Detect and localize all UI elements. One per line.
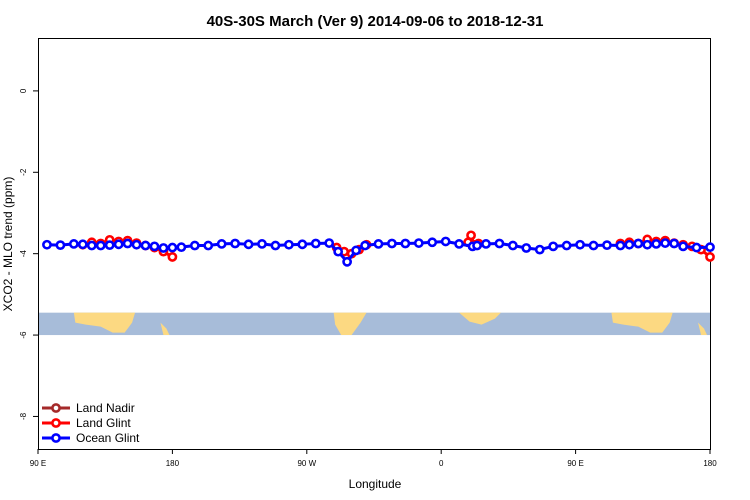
data-point <box>472 240 482 251</box>
x-axis-label: Longitude <box>349 477 402 491</box>
land-shape-3 <box>459 312 501 325</box>
data-point <box>310 238 321 249</box>
data-point <box>297 239 308 250</box>
data-point <box>373 239 384 249</box>
x-tick-label: 180 <box>166 459 180 468</box>
data-point <box>333 246 344 257</box>
data-point <box>624 239 635 250</box>
data-point <box>633 238 644 249</box>
legend-marker <box>51 403 61 413</box>
data-point <box>86 240 97 251</box>
data-point <box>678 241 689 252</box>
data-point <box>270 240 281 251</box>
data-point <box>548 241 559 252</box>
legend-entry: Land Glint <box>42 416 131 430</box>
data-point <box>140 240 151 251</box>
land-shape-0 <box>73 312 136 333</box>
data-point <box>324 238 335 248</box>
data-point <box>575 239 585 250</box>
data-point <box>413 238 424 248</box>
legend-label: Ocean Glint <box>76 431 140 445</box>
data-point <box>68 239 79 249</box>
data-point <box>642 239 653 250</box>
data-point <box>283 239 294 250</box>
data-point <box>257 239 267 249</box>
data-point <box>122 238 133 249</box>
x-tick-label: 180 <box>703 459 717 468</box>
data-point <box>189 240 200 251</box>
legend-entry: Ocean Glint <box>42 431 140 445</box>
data-point <box>588 240 599 251</box>
land-ocean-strip <box>38 312 710 336</box>
land-shape-4 <box>611 312 673 333</box>
y-axis: 0 -2 -4 -6 -8 <box>19 88 38 420</box>
legend-marker <box>51 418 61 428</box>
data-point <box>440 236 451 247</box>
data-point <box>534 244 545 255</box>
data-point <box>705 252 715 262</box>
legend-entry: Land Nadir <box>42 401 135 415</box>
series-layer <box>42 230 715 267</box>
data-point <box>149 241 160 252</box>
data-point <box>427 237 438 248</box>
data-point <box>158 243 169 253</box>
y-tick-label: -8 <box>19 412 28 420</box>
data-point <box>203 240 214 251</box>
data-point <box>651 239 662 249</box>
data-point <box>602 240 612 251</box>
data-point <box>131 239 142 250</box>
data-point <box>230 238 241 249</box>
x-tick-label: 90 E <box>30 459 46 468</box>
y-axis-label: XCO2 - MLO trend (ppm) <box>1 177 15 312</box>
legend-marker <box>51 433 61 443</box>
data-point <box>615 240 626 251</box>
data-point <box>342 256 353 267</box>
ocean-band <box>38 312 710 336</box>
data-point <box>454 239 465 249</box>
data-point <box>167 252 178 262</box>
data-point <box>507 240 518 251</box>
data-point <box>243 239 254 250</box>
data-point <box>176 242 187 253</box>
x-axis: 90 E 180 90 W 0 90 E 180 <box>30 449 717 468</box>
y-tick-label: 0 <box>19 88 28 93</box>
data-point <box>95 240 106 251</box>
data-point <box>481 239 491 249</box>
data-point <box>167 242 178 253</box>
data-point <box>561 240 572 251</box>
data-point <box>494 238 505 249</box>
y-tick-label: -2 <box>19 168 28 176</box>
data-point <box>466 230 476 241</box>
land-shape-1 <box>160 322 170 336</box>
data-point <box>691 242 702 253</box>
chart-title: 40S-30S March (Ver 9) 2014-09-06 to 2018… <box>207 13 544 30</box>
series-ocean-glint <box>42 236 715 267</box>
data-point <box>521 243 532 253</box>
data-point <box>104 240 115 251</box>
data-point <box>660 238 671 248</box>
legend-label: Land Nadir <box>76 401 135 415</box>
land-shape-5 <box>698 322 708 336</box>
y-tick-label: -6 <box>19 331 28 339</box>
data-point <box>669 238 680 249</box>
data-point <box>42 239 52 250</box>
data-point <box>351 245 361 256</box>
x-tick-label: 0 <box>439 459 444 468</box>
x-tick-label: 90 E <box>567 459 583 468</box>
data-point <box>216 239 227 249</box>
legend-label: Land Glint <box>76 416 131 430</box>
data-point <box>77 239 88 250</box>
data-point <box>387 238 397 249</box>
x-tick-label: 90 W <box>297 459 316 468</box>
y-tick-label: -4 <box>19 250 28 258</box>
data-point <box>705 242 715 253</box>
data-point <box>55 240 66 251</box>
data-point <box>400 238 411 249</box>
data-point <box>360 240 370 251</box>
land-shape-2 <box>333 312 367 336</box>
data-point <box>113 239 124 250</box>
